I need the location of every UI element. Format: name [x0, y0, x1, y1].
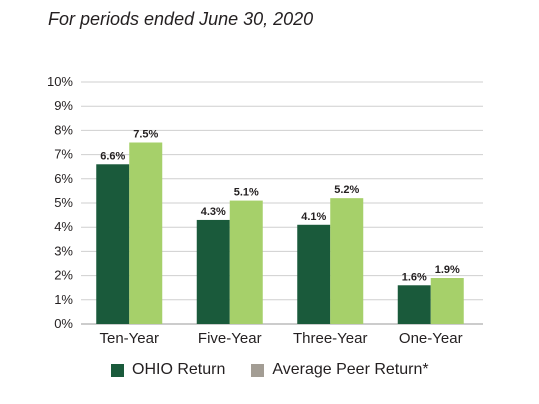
- y-tick-label-0: 0%: [54, 316, 73, 331]
- bar-one-year-series-0: [397, 285, 431, 324]
- bar-three-year-series-0: [297, 224, 331, 324]
- legend-item-ohio-return: OHIO Return: [111, 361, 225, 379]
- legend-label-average-peer-return: Average Peer Return*: [272, 361, 429, 378]
- legend-swatch-ohio-return: [111, 363, 124, 377]
- data-label-three-year-series-1: 5.2%: [334, 184, 359, 196]
- data-label-one-year-series-0: 1.6%: [402, 271, 427, 283]
- legend-swatch-average-peer-return: [251, 363, 265, 377]
- x-category-label-2: Three-Year: [293, 330, 368, 347]
- y-tick-label-5: 5%: [54, 195, 73, 210]
- legend-item-average-peer-return: Average Peer Return*: [251, 361, 429, 379]
- data-label-one-year-series-1: 1.9%: [435, 264, 460, 276]
- legend-label-ohio-return: OHIO Return: [132, 361, 226, 378]
- x-category-label-1: Five-Year: [198, 330, 262, 347]
- y-tick-label-7: 7%: [54, 147, 73, 162]
- data-label-three-year-series-0: 4.1%: [301, 211, 326, 223]
- data-label-ten-year-series-1: 7.5%: [133, 129, 158, 141]
- y-tick-label-6: 6%: [54, 171, 73, 186]
- y-tick-label-1: 1%: [54, 292, 73, 307]
- bar-one-year-series-1: [430, 278, 464, 324]
- data-label-five-year-series-0: 4.3%: [201, 206, 226, 218]
- bar-three-year-series-1: [330, 198, 364, 324]
- y-tick-label-2: 2%: [54, 268, 73, 283]
- x-category-label-3: One-Year: [399, 330, 463, 347]
- bar-ten-year-series-0: [96, 164, 130, 324]
- y-tick-label-3: 3%: [54, 243, 73, 258]
- y-tick-label-4: 4%: [54, 219, 73, 234]
- data-label-five-year-series-1: 5.1%: [234, 187, 259, 199]
- bar-ten-year-series-1: [129, 142, 163, 324]
- y-tick-label-10: 10%: [47, 74, 73, 89]
- chart-subtitle: For periods ended June 30, 2020: [48, 9, 314, 29]
- y-tick-label-9: 9%: [54, 98, 73, 113]
- data-label-ten-year-series-0: 6.6%: [100, 150, 125, 162]
- chart-legend: OHIO Return Average Peer Return*: [111, 361, 455, 379]
- bar-five-year-series-1: [229, 200, 263, 324]
- y-tick-label-8: 8%: [54, 122, 73, 137]
- bar-five-year-series-0: [196, 219, 230, 324]
- x-category-label-0: Ten-Year: [100, 330, 160, 347]
